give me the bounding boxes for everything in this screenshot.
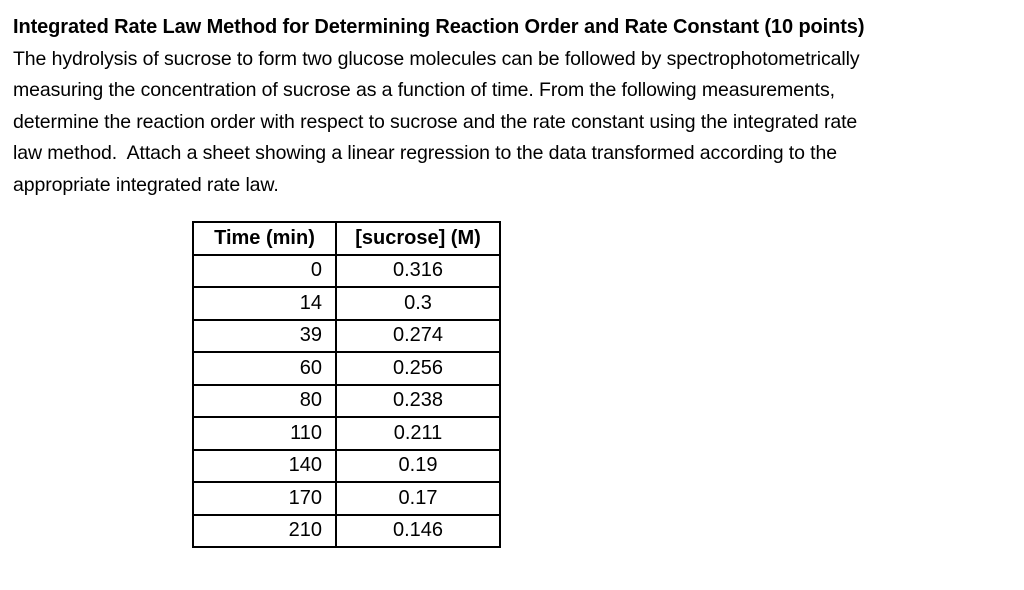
concentration-cell: 0.274 bbox=[335, 318, 501, 353]
table-row: 210 0.146 bbox=[192, 513, 501, 548]
table-row: 170 0.17 bbox=[192, 481, 501, 516]
table-row: 80 0.238 bbox=[192, 383, 501, 418]
concentration-cell: 0.3 bbox=[335, 286, 501, 321]
paragraph-line: appropriate integrated rate law. bbox=[13, 173, 279, 196]
col-header-time: Time (min) bbox=[192, 221, 337, 256]
concentration-cell: 0.211 bbox=[335, 416, 501, 451]
time-cell: 60 bbox=[192, 351, 337, 386]
table-row: 140 0.19 bbox=[192, 448, 501, 483]
table-header: Time (min) [sucrose] (M) bbox=[192, 221, 501, 256]
concentration-cell: 0.19 bbox=[335, 448, 501, 483]
concentration-cell: 0.316 bbox=[335, 253, 501, 288]
problem-title: Integrated Rate Law Method for Determini… bbox=[13, 16, 865, 38]
concentration-cell: 0.256 bbox=[335, 351, 501, 386]
table-header-row: Time (min) [sucrose] (M) bbox=[192, 221, 501, 256]
time-cell: 14 bbox=[192, 286, 337, 321]
time-cell: 39 bbox=[192, 318, 337, 353]
table-row: 60 0.256 bbox=[192, 351, 501, 386]
table-body: 0 0.316 14 0.3 39 0.274 60 0.256 80 0.23… bbox=[192, 253, 501, 548]
time-cell: 170 bbox=[192, 481, 337, 516]
concentration-cell: 0.17 bbox=[335, 481, 501, 516]
time-cell: 110 bbox=[192, 416, 337, 451]
paragraph-line: measuring the concentration of sucrose a… bbox=[13, 79, 835, 101]
sucrose-concentration-table: Time (min) [sucrose] (M) 0 0.316 14 0.3 … bbox=[192, 221, 501, 548]
concentration-cell: 0.238 bbox=[335, 383, 501, 418]
time-cell: 0 bbox=[192, 253, 337, 288]
paragraph-line: The hydrolysis of sucrose to form two gl… bbox=[13, 47, 860, 70]
col-header-sucrose: [sucrose] (M) bbox=[335, 221, 501, 256]
time-cell: 80 bbox=[192, 383, 337, 418]
table-row: 39 0.274 bbox=[192, 318, 501, 353]
concentration-cell: 0.146 bbox=[335, 513, 501, 548]
time-cell: 210 bbox=[192, 513, 337, 548]
paragraph-line: determine the reaction order with respec… bbox=[13, 110, 858, 133]
table-row: 14 0.3 bbox=[192, 286, 501, 321]
table-row: 0 0.316 bbox=[192, 253, 501, 288]
problem-statement: The hydrolysis of sucrose to form two gl… bbox=[13, 44, 1011, 202]
time-cell: 140 bbox=[192, 448, 337, 483]
paragraph-line: law method. Attach a sheet showing a lin… bbox=[13, 142, 837, 164]
table-row: 110 0.211 bbox=[192, 416, 501, 451]
